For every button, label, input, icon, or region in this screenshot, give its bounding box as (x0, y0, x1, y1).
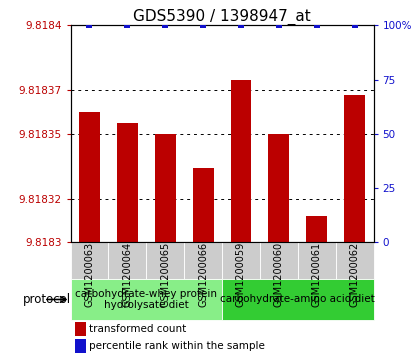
Text: GSM1200063: GSM1200063 (85, 242, 95, 307)
Point (238, 23, 244, 28)
Text: GSM1200066: GSM1200066 (198, 242, 208, 307)
Bar (146, 242, 184, 280)
Title: GDS5390 / 1398947_at: GDS5390 / 1398947_at (133, 9, 311, 25)
Bar (184, 242, 222, 280)
Bar (260, 242, 298, 280)
Bar (155, 134, 176, 242)
Bar (117, 123, 138, 242)
Point (200, 23, 206, 28)
Bar (269, 134, 289, 242)
Point (276, 23, 282, 28)
Text: percentile rank within the sample: percentile rank within the sample (89, 341, 265, 351)
Text: GSM1200061: GSM1200061 (312, 242, 322, 307)
Point (313, 23, 320, 28)
Point (86, 23, 93, 28)
Text: GSM1200060: GSM1200060 (274, 242, 284, 307)
Text: carbohydrate-amino acid diet: carbohydrate-amino acid diet (220, 294, 375, 305)
Bar (75, 339, 86, 353)
Bar (336, 242, 374, 280)
Text: GSM1200064: GSM1200064 (122, 242, 132, 307)
Bar (71, 242, 108, 280)
Bar (193, 168, 213, 242)
Bar (108, 242, 146, 280)
Point (162, 23, 168, 28)
Bar (222, 242, 260, 280)
Bar (231, 79, 251, 242)
Text: GSM1200059: GSM1200059 (236, 242, 246, 307)
Text: protocol: protocol (22, 293, 71, 306)
Point (124, 23, 131, 28)
Bar (298, 242, 336, 280)
Text: carbohydrate-whey protein
hydrolysate diet: carbohydrate-whey protein hydrolysate di… (75, 289, 217, 310)
Text: GSM1200065: GSM1200065 (160, 242, 170, 307)
Bar (306, 216, 327, 242)
Bar (79, 112, 100, 242)
Bar (222, 280, 374, 319)
Text: transformed count: transformed count (89, 324, 186, 334)
Bar (344, 95, 365, 242)
Point (351, 23, 358, 28)
Text: GSM1200062: GSM1200062 (349, 242, 359, 307)
Bar (75, 322, 86, 336)
Bar (71, 280, 222, 319)
